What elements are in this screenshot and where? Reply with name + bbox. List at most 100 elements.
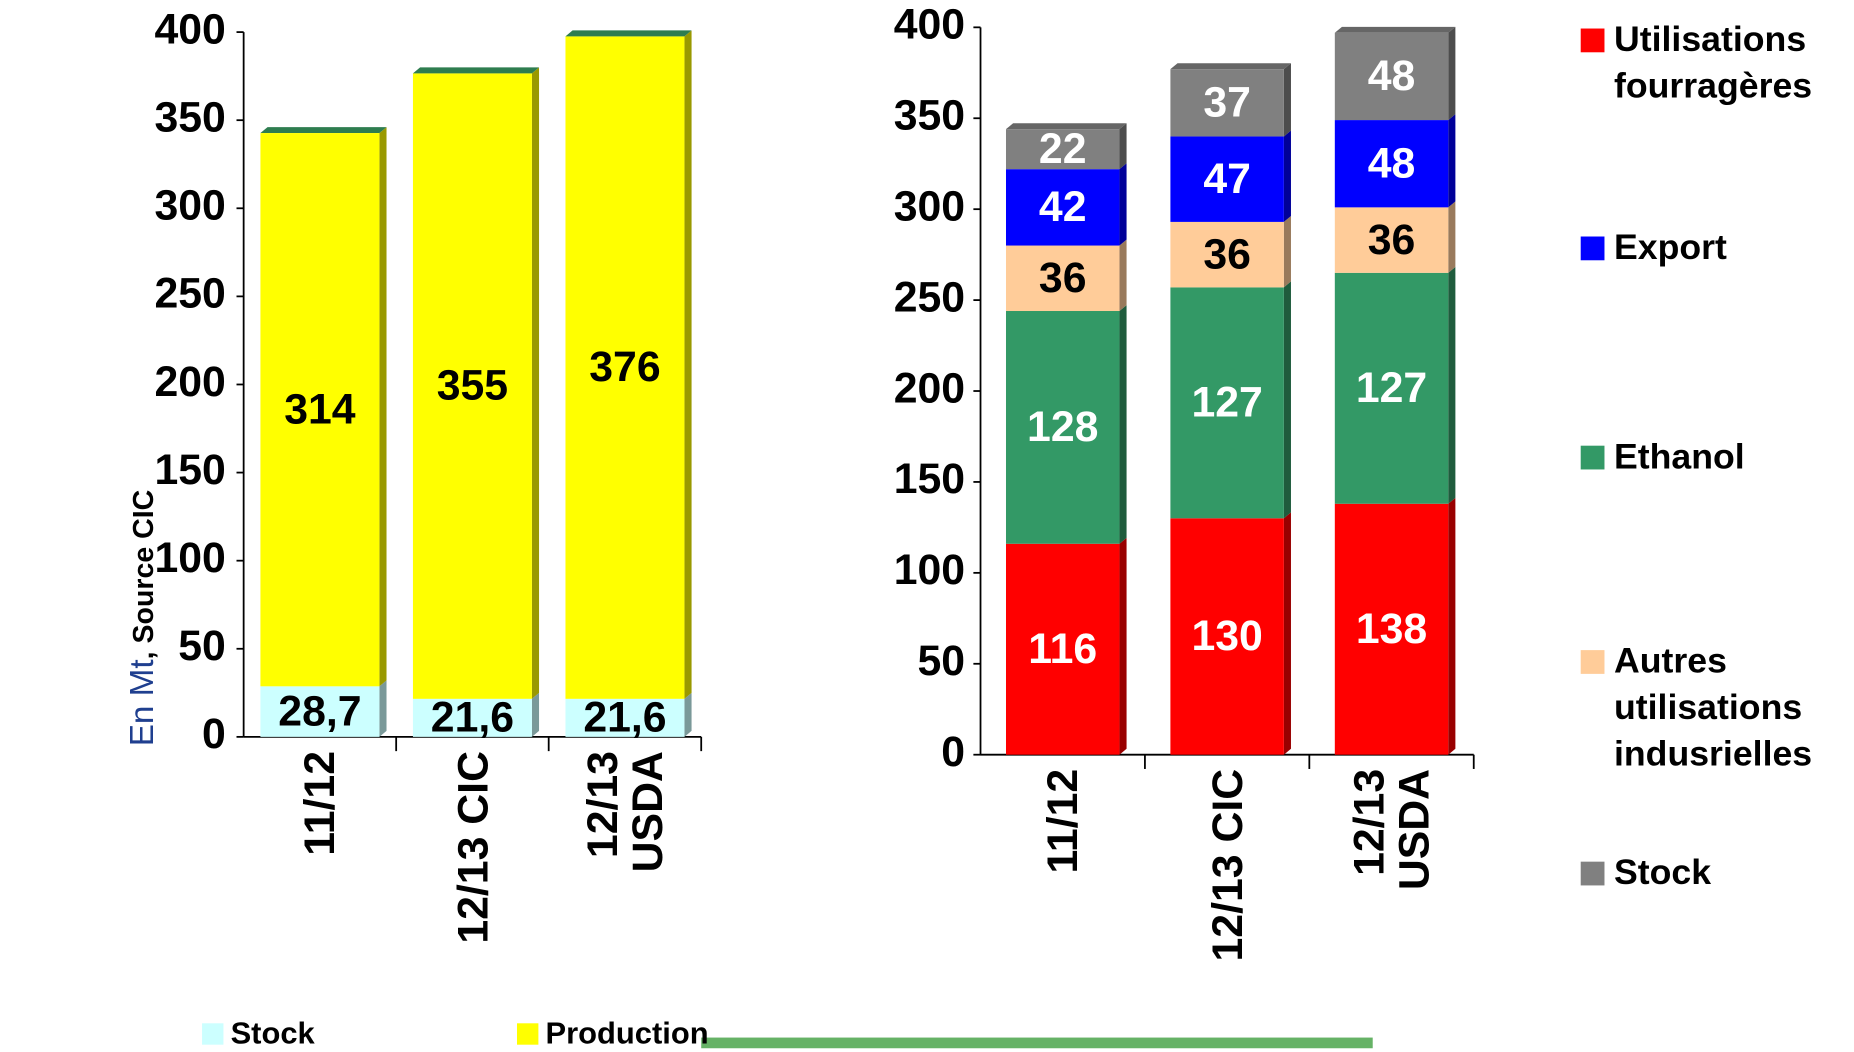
y-tick-label: 150 xyxy=(894,455,965,503)
bar-segment xyxy=(1005,311,1120,544)
value-label: 47 xyxy=(1203,155,1251,203)
y-axis-label: En Mt, Source CIC xyxy=(124,490,162,747)
y-tick-label: 150 xyxy=(154,446,225,494)
bar-segment xyxy=(260,133,380,687)
x-tick-label: 12/13 USDA xyxy=(577,751,672,873)
bar-side xyxy=(531,67,540,699)
bar-segment xyxy=(1334,32,1449,121)
bar-segment xyxy=(1334,272,1449,504)
legend-swatch xyxy=(1580,650,1605,674)
value-label: 116 xyxy=(1028,625,1097,673)
bar-segment xyxy=(1170,221,1284,288)
y-tick-label: 200 xyxy=(894,364,965,412)
legend-swatch xyxy=(1580,445,1605,470)
x-tick-label: 12/13 USDA xyxy=(1344,768,1438,891)
bar-segment xyxy=(412,698,532,737)
legend-label: Utilisations fourragères xyxy=(1613,20,1813,106)
value-label: 314 xyxy=(284,385,356,433)
bar-side xyxy=(1283,512,1291,755)
bar-segment xyxy=(1334,120,1449,208)
bar-side xyxy=(1119,537,1127,755)
legend-label: Stock xyxy=(230,1014,315,1051)
value-label: 36 xyxy=(1203,230,1251,278)
y-tick-label: 300 xyxy=(154,182,225,230)
bar-side xyxy=(1119,123,1127,170)
value-label: 36 xyxy=(1368,216,1416,264)
bar-side xyxy=(531,692,540,737)
legend-label: Export xyxy=(1613,228,1727,268)
legend-label: Production xyxy=(545,1014,709,1051)
x-tick-label: 11/12 xyxy=(295,751,344,856)
legend-item: Utilisations fourragères xyxy=(1580,17,1848,110)
bar-segment xyxy=(260,686,380,737)
y-tick-label: 0 xyxy=(202,710,226,758)
x-tick-label: 11/12 xyxy=(1037,768,1087,874)
bar-side xyxy=(379,680,387,737)
value-label: 138 xyxy=(1356,605,1427,653)
value-label: 127 xyxy=(1191,379,1262,427)
value-label: 42 xyxy=(1039,183,1087,231)
value-label: 48 xyxy=(1368,139,1416,187)
bar-side xyxy=(1283,63,1291,137)
y-tick-label: 50 xyxy=(178,622,226,670)
value-label: 48 xyxy=(1368,52,1416,100)
legend-item: Ethanol xyxy=(1580,434,1848,480)
x-tick-label: 12/13 CIC xyxy=(447,751,497,944)
y-tick-label: 200 xyxy=(154,358,225,406)
legend-swatch xyxy=(516,1022,539,1045)
bar-side xyxy=(684,30,692,699)
y-tick-label: 400 xyxy=(154,5,225,53)
bar-side xyxy=(1119,163,1127,246)
legend-item: Export xyxy=(1580,225,1848,271)
bar-top xyxy=(1170,63,1291,70)
bar-top xyxy=(1334,26,1456,33)
value-label: 37 xyxy=(1203,78,1251,126)
x-tick-label: 12/13 CIC xyxy=(1202,768,1252,962)
bar-side xyxy=(1448,26,1456,121)
bar-side xyxy=(1119,305,1127,544)
value-label: 36 xyxy=(1039,254,1087,302)
legend-swatch xyxy=(202,1022,224,1045)
bar-side xyxy=(379,127,387,687)
bar-top xyxy=(565,30,692,37)
bar-segment xyxy=(1334,503,1449,755)
bar-segment xyxy=(565,698,685,737)
bar-side xyxy=(1448,497,1456,755)
bar-side xyxy=(1283,281,1291,519)
legend-swatch xyxy=(1580,236,1605,261)
bar-segment xyxy=(1334,207,1449,273)
value-label: 130 xyxy=(1191,612,1262,660)
y-tick-label: 50 xyxy=(917,637,965,685)
value-label: 127 xyxy=(1356,364,1427,412)
legend-label: Autres utilisations indusrielles xyxy=(1613,641,1813,774)
legend-item: Production xyxy=(516,1014,709,1052)
bar-segment xyxy=(1005,543,1120,755)
y-tick-label: 250 xyxy=(894,273,965,321)
value-label: 128 xyxy=(1027,403,1098,451)
legend-label: Ethanol xyxy=(1613,437,1745,477)
y-tick-label: 350 xyxy=(894,92,965,140)
bar-side xyxy=(1448,114,1456,208)
decor-bar xyxy=(701,1037,1373,1049)
legend-swatch xyxy=(1580,861,1605,886)
value-label: 22 xyxy=(1039,125,1087,173)
value-label: 21,6 xyxy=(583,694,666,742)
legend-label: Stock xyxy=(1613,853,1712,893)
legend-swatch xyxy=(1580,28,1605,53)
y-label-source: , Source CIC xyxy=(128,489,161,660)
bar-segment xyxy=(1005,169,1120,246)
value-label: 376 xyxy=(589,343,660,391)
y-label-unit: En Mt xyxy=(123,659,161,747)
y-tick-label: 100 xyxy=(894,546,965,594)
bar-side xyxy=(1448,266,1456,504)
bar-side xyxy=(684,692,692,737)
bar-segment xyxy=(1005,129,1120,170)
bar-segment xyxy=(412,73,532,699)
y-tick-label: 300 xyxy=(894,182,965,230)
legend-item: Autres utilisations indusrielles xyxy=(1580,638,1848,777)
value-label: 21,6 xyxy=(431,694,514,742)
y-tick-label: 400 xyxy=(894,1,965,49)
y-tick-label: 250 xyxy=(154,270,225,318)
